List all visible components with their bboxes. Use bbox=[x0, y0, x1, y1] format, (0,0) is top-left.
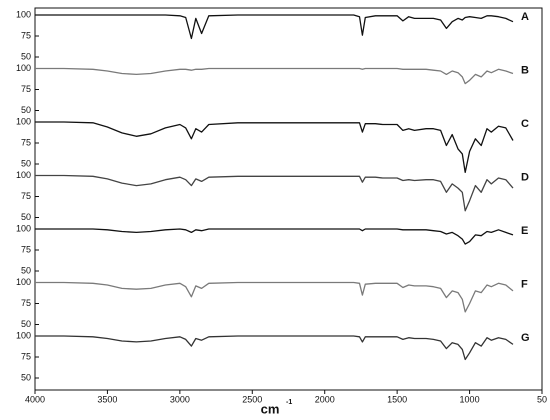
x-tick-label: 1500 bbox=[387, 394, 407, 404]
y-tick-label: 100 bbox=[16, 170, 31, 180]
x-tick-label: 4000 bbox=[25, 394, 45, 404]
series-label: B bbox=[521, 64, 529, 76]
y-tick-label: 75 bbox=[21, 191, 31, 201]
y-tick-label: 50 bbox=[21, 265, 31, 275]
y-tick-label: 75 bbox=[21, 351, 31, 361]
y-tick-label: 100 bbox=[16, 330, 31, 340]
y-tick-label: 50 bbox=[21, 158, 31, 168]
y-tick-label: 100 bbox=[16, 223, 31, 233]
series-label: A bbox=[521, 11, 529, 23]
x-axis-label-sup: -1 bbox=[286, 399, 292, 406]
y-tick-label: 75 bbox=[21, 298, 31, 308]
spectrum-line bbox=[35, 67, 514, 85]
x-tick-label: 1000 bbox=[460, 394, 480, 404]
series-label: E bbox=[521, 225, 528, 237]
x-tick-label: 50 bbox=[537, 394, 547, 404]
y-tick-label: 50 bbox=[21, 51, 31, 61]
x-axis-label: cm bbox=[261, 401, 280, 416]
y-tick-label: 75 bbox=[21, 30, 31, 40]
spectrum-line bbox=[35, 14, 514, 40]
y-tick-label: 100 bbox=[16, 9, 31, 19]
y-tick-label: 50 bbox=[21, 212, 31, 222]
series-label: G bbox=[521, 332, 530, 344]
spectrum-line bbox=[35, 228, 514, 245]
x-tick-label: 3000 bbox=[170, 394, 190, 404]
spectrum-line bbox=[35, 121, 514, 174]
y-tick-label: 50 bbox=[21, 105, 31, 115]
x-tick-label: 2500 bbox=[242, 394, 262, 404]
x-tick-label: 2000 bbox=[315, 394, 335, 404]
y-tick-label: 100 bbox=[16, 63, 31, 73]
series-label: D bbox=[521, 171, 529, 183]
plot-frame bbox=[34, 7, 543, 391]
y-tick-label: 75 bbox=[21, 137, 31, 147]
y-tick-label: 75 bbox=[21, 84, 31, 94]
y-tick-label: 100 bbox=[16, 116, 31, 126]
series-label: F bbox=[521, 278, 528, 290]
spectrum-line bbox=[35, 335, 514, 361]
y-tick-label: 75 bbox=[21, 244, 31, 254]
spectrum-line bbox=[35, 174, 514, 212]
series-label: C bbox=[521, 118, 529, 130]
spectrum-line bbox=[35, 281, 514, 313]
y-tick-label: 50 bbox=[21, 372, 31, 382]
y-tick-label: 100 bbox=[16, 277, 31, 287]
x-tick-label: 3500 bbox=[97, 394, 117, 404]
y-tick-label: 50 bbox=[21, 319, 31, 329]
